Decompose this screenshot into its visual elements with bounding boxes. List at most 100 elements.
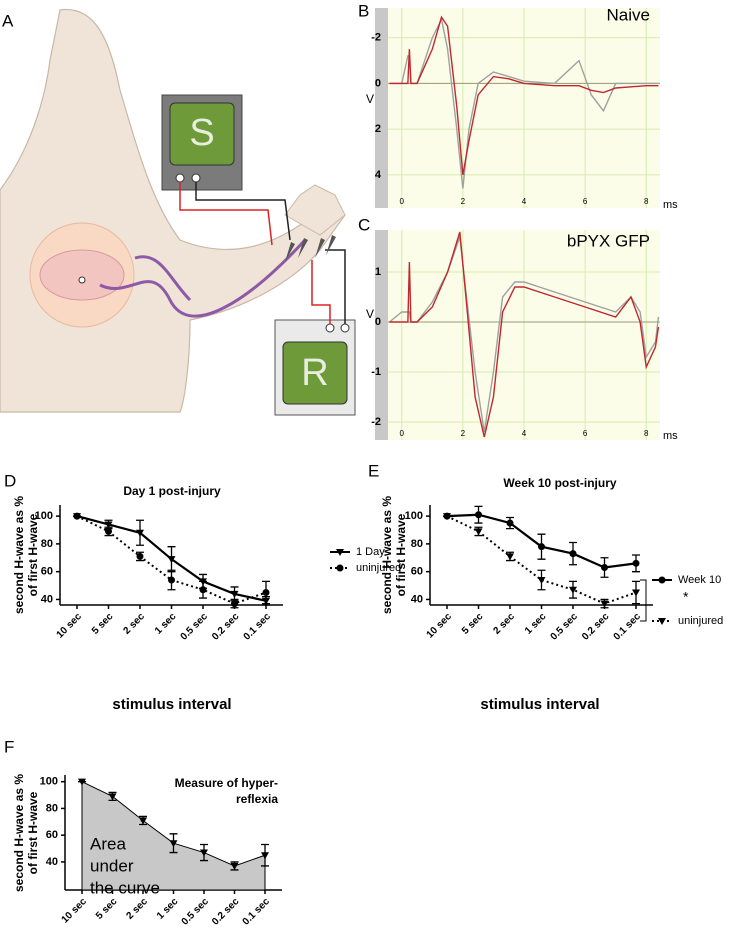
x-tick-label: 6	[583, 197, 588, 206]
legend-label: Week 10	[678, 574, 721, 586]
axis-label: ms	[663, 430, 678, 442]
electrodes	[285, 235, 336, 262]
significance-bracket	[640, 579, 647, 622]
stimulator-screen	[169, 102, 235, 166]
marker	[632, 559, 640, 567]
marker	[474, 528, 483, 536]
x-tick-label: 0.2 sec	[580, 611, 612, 643]
legend-marker	[658, 618, 666, 625]
annotation: under	[90, 856, 134, 875]
marker	[230, 862, 239, 870]
annotation: *	[683, 589, 689, 605]
marker	[600, 600, 609, 608]
marker	[601, 564, 608, 571]
y-tick-label: -2	[371, 416, 381, 428]
chart-title: Week 10 post-injury	[503, 476, 616, 490]
x-tick-label: 0.2 sec	[210, 896, 242, 928]
x-tick-label: 0.2 sec	[210, 611, 242, 643]
marker	[73, 512, 81, 520]
area	[81, 780, 266, 891]
panel-label: E	[368, 461, 379, 480]
axis-label: V	[366, 92, 374, 106]
y-tick-label: 100	[35, 510, 53, 522]
y-tick-label: 60	[41, 566, 53, 578]
y-tick-label: 60	[411, 566, 423, 578]
y-tick-label: 80	[46, 802, 58, 814]
x-tick-label: 0	[400, 429, 405, 438]
marker	[108, 793, 117, 801]
y-axis-label: second H-wave as %	[12, 774, 26, 892]
x-axis-label: stimulus interval	[480, 696, 599, 713]
chart-title: reflexia	[236, 792, 278, 806]
nerve-afferent	[134, 255, 192, 302]
x-tick-label: 5 sec	[460, 611, 486, 637]
annotation: Area	[90, 834, 126, 853]
scope-margin	[375, 230, 388, 440]
y-tick-label: 100	[405, 510, 423, 522]
x-tick-label: 0.1 sec	[241, 896, 273, 928]
y-tick-label: 4	[375, 169, 382, 181]
x-tick-label: 0.5 sec	[549, 611, 581, 643]
chart-title: Day 1 post-injury	[123, 484, 221, 498]
marker	[104, 521, 113, 529]
marker	[537, 577, 546, 584]
marker	[105, 527, 112, 535]
marker	[632, 589, 640, 597]
recorder-screen	[282, 341, 348, 405]
marker	[231, 600, 238, 608]
chart-title: Naive	[607, 5, 650, 24]
x-tick-label: 1 sec	[523, 611, 549, 637]
marker	[230, 590, 239, 598]
x-tick-label: 8	[644, 429, 649, 438]
x-tick-label: 10 sec	[60, 896, 90, 926]
chart-title: bPYX GFP	[567, 231, 650, 250]
marker	[139, 817, 147, 825]
marker	[443, 513, 451, 521]
terminal	[191, 173, 201, 183]
x-tick-label: 1 sec	[153, 611, 179, 637]
rat-paw	[284, 184, 346, 236]
x-tick-label: 4	[522, 429, 527, 438]
marker	[506, 519, 514, 527]
trace	[389, 15, 659, 175]
legend-label: 1 Day	[356, 546, 385, 558]
x-axis-label: stimulus interval	[112, 696, 231, 713]
recorder-label: R	[301, 352, 328, 394]
marker	[538, 543, 545, 551]
y-tick-label: 100	[40, 776, 58, 788]
axis-label: V	[366, 307, 374, 321]
y-tick-label: -2	[371, 32, 381, 44]
terminal	[340, 323, 350, 333]
x-tick-label: 2 sec	[125, 896, 151, 922]
trace	[389, 231, 660, 438]
chart-title: Measure of hyper-	[175, 776, 278, 790]
y-tick-label: 40	[41, 593, 53, 605]
wire	[311, 260, 331, 324]
marker	[169, 840, 178, 848]
y-axis-label: second H-wave as %	[380, 496, 394, 614]
y-tick-label: 80	[41, 538, 53, 550]
x-tick-label: 6	[583, 429, 588, 438]
central-canal	[78, 276, 86, 284]
rat-illustration: S R	[0, 8, 356, 416]
panel-label: B	[358, 1, 369, 20]
y-tick-label: 0	[375, 77, 381, 89]
annotation: the curve	[90, 878, 160, 897]
x-tick-label: 1 sec	[155, 896, 181, 922]
y-tick-label: 40	[46, 856, 58, 868]
x-tick-label: 0.5 sec	[179, 611, 211, 643]
x-tick-label: 8	[644, 197, 649, 206]
x-tick-label: 0	[400, 197, 405, 206]
y-tick-label: 2	[375, 123, 381, 135]
wire	[325, 249, 346, 324]
x-tick-label: 2 sec	[122, 611, 148, 637]
legend-marker	[336, 549, 344, 556]
legend-label: uninjured	[356, 562, 401, 574]
y-axis-label: second H-wave as %	[12, 496, 26, 614]
marker	[475, 511, 482, 519]
marker	[262, 589, 270, 596]
y-tick-label: 80	[411, 538, 423, 550]
wire	[179, 182, 273, 246]
panel-label: A	[2, 11, 14, 30]
